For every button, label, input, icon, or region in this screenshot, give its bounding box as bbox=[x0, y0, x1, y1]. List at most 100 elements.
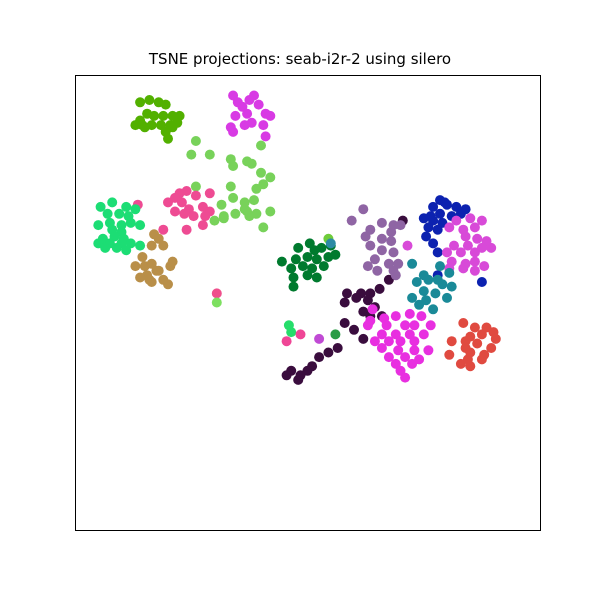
scatter-point bbox=[411, 277, 422, 287]
scatter-point bbox=[316, 242, 327, 253]
scatter-point bbox=[442, 292, 452, 303]
scatter-point bbox=[107, 197, 118, 208]
scatter-point bbox=[251, 183, 262, 194]
scatter-point bbox=[393, 345, 404, 356]
scatter-point bbox=[376, 329, 387, 340]
scatter-point bbox=[114, 208, 125, 219]
scatter-point bbox=[339, 318, 350, 328]
scatter-point bbox=[302, 252, 313, 262]
scatter-point bbox=[246, 158, 257, 169]
scatter-point bbox=[376, 217, 387, 228]
scatter-point bbox=[469, 247, 480, 258]
scatter-point bbox=[395, 336, 406, 347]
scatter-point bbox=[339, 297, 350, 308]
scatter-point bbox=[288, 281, 299, 292]
scatter-point bbox=[421, 231, 432, 242]
scatter-point bbox=[360, 231, 371, 242]
scatter-point bbox=[228, 161, 239, 171]
scatter-point bbox=[418, 286, 429, 297]
scatter-point bbox=[423, 345, 434, 356]
scatter-point bbox=[230, 208, 241, 219]
scatter-point bbox=[369, 254, 380, 265]
scatter-point bbox=[383, 352, 394, 363]
scatter-point bbox=[249, 195, 259, 206]
scatter-point bbox=[444, 349, 455, 360]
scatter-point bbox=[288, 272, 299, 283]
scatter-point bbox=[125, 217, 136, 228]
scatter-point bbox=[176, 197, 187, 208]
scatter-point bbox=[135, 97, 146, 108]
scatter-point bbox=[290, 254, 301, 265]
scatter-point bbox=[476, 277, 487, 287]
scatter-point bbox=[472, 338, 483, 349]
scatter-point bbox=[318, 261, 329, 272]
scatter-point bbox=[144, 274, 155, 285]
scatter-point bbox=[407, 358, 418, 369]
scatter-point bbox=[449, 240, 459, 251]
scatter-point bbox=[258, 222, 269, 233]
scatter-point bbox=[265, 110, 276, 121]
scatter-point bbox=[390, 311, 401, 322]
scatter-point bbox=[258, 120, 269, 131]
scatter-point bbox=[256, 167, 266, 178]
scatter-point bbox=[460, 231, 471, 242]
scatter-point bbox=[346, 215, 357, 226]
scatter-point bbox=[444, 222, 455, 233]
scatter-point bbox=[158, 240, 169, 251]
scatter-point bbox=[446, 336, 457, 347]
scatter-point bbox=[486, 242, 497, 253]
scatter-point bbox=[181, 186, 192, 196]
scatter-point bbox=[167, 256, 178, 267]
scatter-point bbox=[351, 292, 362, 303]
scatter-point bbox=[276, 256, 287, 267]
scatter-point bbox=[409, 336, 420, 347]
scatter-point bbox=[386, 227, 397, 237]
scatter-point bbox=[393, 258, 404, 269]
scatter-point bbox=[469, 322, 480, 333]
scatter-point bbox=[130, 120, 141, 131]
scatter-point bbox=[390, 270, 401, 281]
scatter-point bbox=[418, 213, 429, 224]
scatter-point bbox=[444, 267, 455, 278]
scatter-point bbox=[455, 358, 466, 369]
scatter-point bbox=[190, 136, 201, 146]
scatter-point bbox=[386, 236, 397, 247]
scatter-point bbox=[314, 352, 325, 363]
scatter-point bbox=[400, 320, 411, 331]
scatter-point bbox=[225, 181, 236, 192]
scatter-point bbox=[181, 224, 192, 235]
scatter-point bbox=[358, 204, 369, 215]
axes-frame bbox=[75, 75, 541, 531]
scatter-point bbox=[486, 343, 497, 353]
scatter-point bbox=[186, 149, 197, 160]
scatter-point bbox=[137, 120, 148, 131]
scatter-point bbox=[404, 308, 415, 319]
scatter-point bbox=[158, 274, 169, 285]
scatter-point bbox=[372, 265, 383, 276]
scatter-point bbox=[490, 333, 501, 344]
scatter-point bbox=[93, 220, 104, 231]
scatter-point bbox=[146, 240, 157, 251]
scatter-point bbox=[230, 110, 241, 121]
scatter-point bbox=[265, 172, 276, 183]
scatter-point bbox=[121, 201, 132, 212]
scatter-point bbox=[409, 320, 420, 331]
scatter-point bbox=[330, 249, 341, 260]
scatter-point bbox=[239, 204, 250, 215]
scatter-point bbox=[216, 199, 227, 210]
scatter-point bbox=[428, 201, 439, 212]
scatter-point bbox=[458, 318, 469, 328]
scatter-point bbox=[323, 347, 334, 358]
scatter-point bbox=[281, 370, 292, 381]
scatter-point bbox=[111, 242, 122, 253]
scatter-point bbox=[383, 336, 394, 347]
scatter-point bbox=[160, 99, 171, 110]
scatter-point bbox=[442, 199, 452, 210]
scatter-point bbox=[407, 258, 418, 269]
scatter-point bbox=[116, 220, 127, 231]
scatter-point bbox=[242, 108, 253, 119]
scatter-point bbox=[135, 220, 146, 231]
scatter-point bbox=[325, 238, 336, 249]
scatter-point bbox=[374, 283, 385, 294]
